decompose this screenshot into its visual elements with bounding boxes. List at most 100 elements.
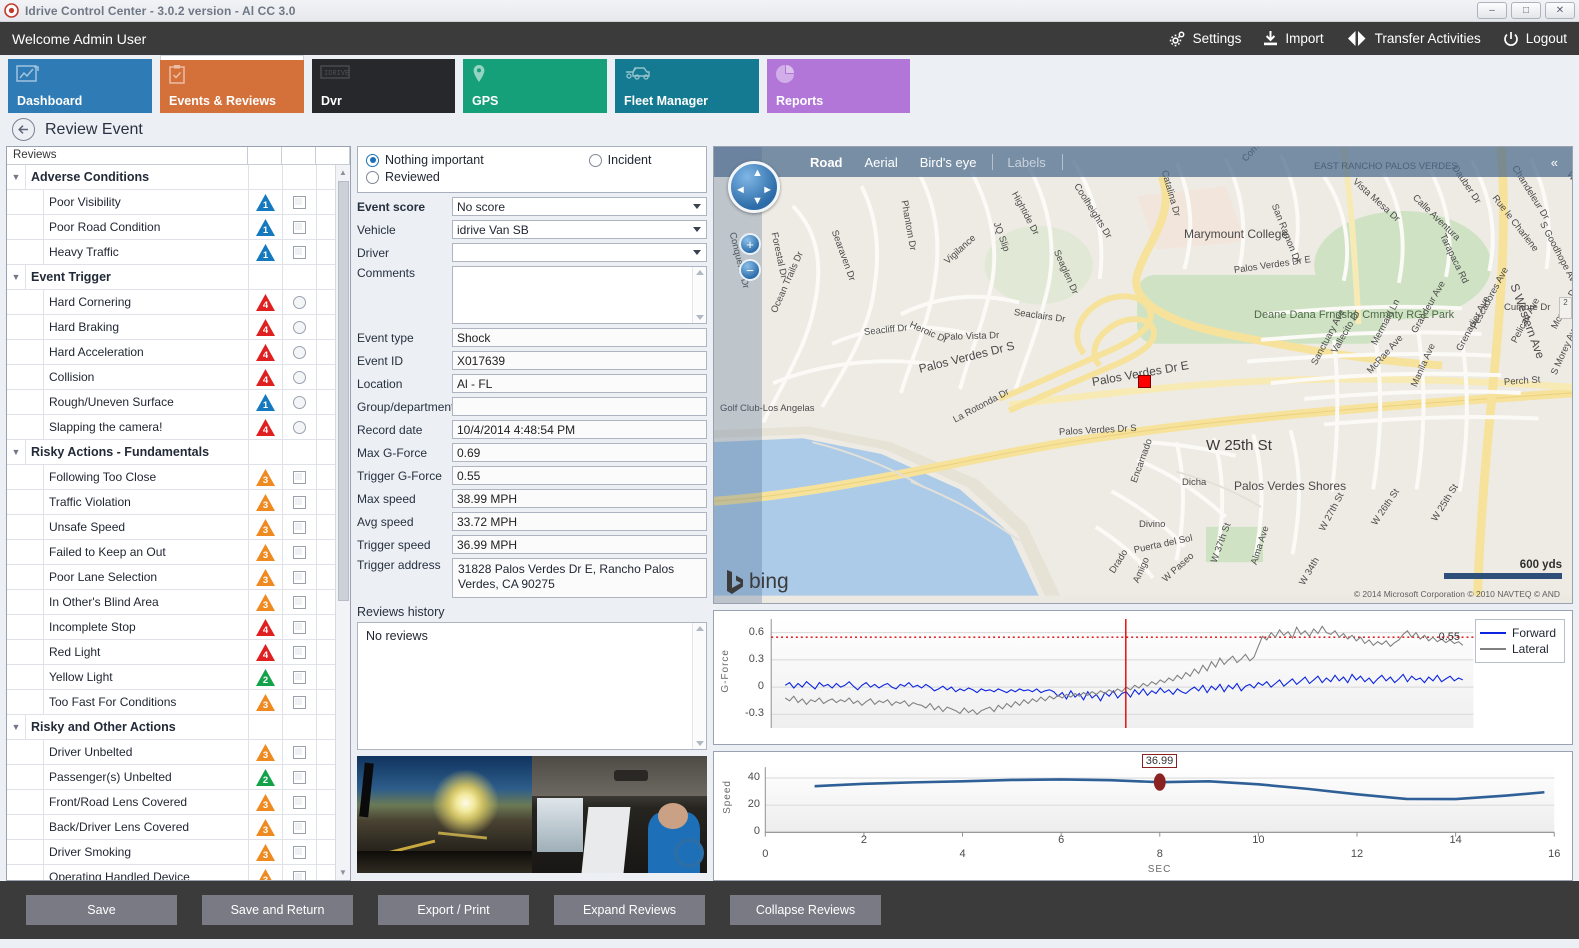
map-view-aerial[interactable]: Aerial xyxy=(864,154,898,170)
import-button[interactable]: Import xyxy=(1263,30,1324,47)
comments-scrollbar[interactable] xyxy=(692,267,706,323)
select-cell[interactable] xyxy=(282,590,316,614)
review-item-row[interactable]: Red Light 4 xyxy=(7,640,350,665)
review-item-row[interactable]: Operating Handled Device 3 xyxy=(7,865,350,880)
review-checkbox[interactable] xyxy=(293,770,306,784)
speed-chart[interactable]: Speed 40 20 0 0 2 4 6 8 10 12 14 16 36.99 SEC xyxy=(713,751,1573,881)
review-radio[interactable] xyxy=(293,320,306,334)
review-checkbox[interactable] xyxy=(293,195,306,209)
footer-button-save[interactable]: Save xyxy=(26,895,177,925)
footer-button-collapse-reviews[interactable]: Collapse Reviews xyxy=(730,895,881,925)
review-item-row[interactable]: Hard Cornering 4 xyxy=(7,290,350,315)
review-checkbox[interactable] xyxy=(293,645,306,659)
review-radio[interactable] xyxy=(293,295,306,309)
map-collapse-icon[interactable]: « xyxy=(1550,154,1558,170)
review-group-row[interactable]: ▼ Event Trigger xyxy=(7,265,350,290)
review-item-row[interactable]: Incomplete Stop 4 xyxy=(7,615,350,640)
review-item-row[interactable]: Poor Road Condition 1 xyxy=(7,215,350,240)
review-checkbox[interactable] xyxy=(293,220,306,234)
select-cell[interactable] xyxy=(282,865,316,880)
select-cell[interactable] xyxy=(282,190,316,214)
review-checkbox[interactable] xyxy=(293,670,306,684)
driver-camera-thumbnail[interactable] xyxy=(532,756,707,873)
review-item-row[interactable]: Heavy Traffic 1 xyxy=(7,240,350,265)
module-tab-dvr[interactable]: IDRIVE Dvr xyxy=(312,59,455,113)
review-group-row[interactable]: ▼ Risky and Other Actions xyxy=(7,715,350,740)
settings-button[interactable]: Settings xyxy=(1168,30,1241,48)
select-cell[interactable] xyxy=(282,465,316,489)
review-checkbox[interactable] xyxy=(293,870,306,880)
select-cell[interactable] xyxy=(282,565,316,589)
module-tab-events-reviews[interactable]: Events & Reviews xyxy=(160,55,304,113)
review-item-row[interactable]: Hard Braking 4 xyxy=(7,315,350,340)
select-cell[interactable] xyxy=(282,740,316,764)
review-item-row[interactable]: Too Fast For Conditions 3 xyxy=(7,690,350,715)
review-radio[interactable] xyxy=(293,370,306,384)
review-item-row[interactable]: Poor Visibility 1 xyxy=(7,190,350,215)
review-item-row[interactable]: Failed to Keep an Out 3 xyxy=(7,540,350,565)
module-tab-fleet-manager[interactable]: Fleet Manager xyxy=(615,59,759,113)
review-checkbox[interactable] xyxy=(293,820,306,834)
review-item-row[interactable]: Driver Unbelted 3 xyxy=(7,740,350,765)
select-cell[interactable] xyxy=(282,840,316,864)
map-zoom-out-button[interactable]: − xyxy=(739,259,761,281)
road-camera-thumbnail[interactable] xyxy=(357,756,532,873)
footer-button-expand-reviews[interactable]: Expand Reviews xyxy=(554,895,705,925)
event-location-marker[interactable] xyxy=(1138,375,1151,388)
footer-button-save-and-return[interactable]: Save and Return xyxy=(202,895,353,925)
select-cell[interactable] xyxy=(282,315,316,339)
select-cell[interactable] xyxy=(282,390,316,414)
scroll-up-icon[interactable]: ▲ xyxy=(339,168,347,177)
event-score-select[interactable]: No score xyxy=(452,197,707,216)
module-tab-gps[interactable]: GPS xyxy=(463,59,607,113)
footer-button-export-print[interactable]: Export / Print xyxy=(378,895,529,925)
radio-reviewed[interactable] xyxy=(366,170,379,184)
review-checkbox[interactable] xyxy=(293,595,306,609)
review-checkbox[interactable] xyxy=(293,695,306,709)
review-item-row[interactable]: Traffic Violation 3 xyxy=(7,490,350,515)
comments-textarea[interactable] xyxy=(452,266,707,324)
event-map[interactable]: Road Aerial Bird's eye Labels « ▲ ▼ ◄ ► … xyxy=(713,146,1573,604)
review-group-row[interactable]: ▼ Adverse Conditions xyxy=(7,165,350,190)
review-checkbox[interactable] xyxy=(293,470,306,484)
reviews-scrollbar[interactable]: ▲ ▼ xyxy=(335,165,350,880)
select-cell[interactable] xyxy=(282,690,316,714)
reviews-history-scrollbar[interactable] xyxy=(692,623,706,749)
chevron-down-icon[interactable]: ▼ xyxy=(11,272,21,282)
scroll-thumb[interactable] xyxy=(338,181,349,601)
reviews-history-box[interactable]: No reviews xyxy=(357,622,707,750)
radio-nothing-important[interactable] xyxy=(366,153,379,167)
review-item-row[interactable]: Yellow Light 2 xyxy=(7,665,350,690)
chevron-down-icon[interactable]: ▼ xyxy=(11,722,21,732)
module-tab-reports[interactable]: Reports xyxy=(767,59,910,113)
logout-button[interactable]: Logout xyxy=(1503,31,1567,47)
review-item-row[interactable]: Poor Lane Selection 3 xyxy=(7,565,350,590)
g-force-chart[interactable]: G-Force 0.6 0.3 0 -0.3 0.55 Forward Lateral xyxy=(713,610,1573,745)
review-group-row[interactable]: ▼ Risky Actions - Fundamentals xyxy=(7,440,350,465)
select-cell[interactable] xyxy=(282,790,316,814)
select-cell[interactable] xyxy=(282,515,316,539)
reviews-tree-body[interactable]: ▼ Adverse Conditions Poor Visibility 1 Poor … xyxy=(7,165,350,880)
review-item-row[interactable]: Following Too Close 3 xyxy=(7,465,350,490)
select-cell[interactable] xyxy=(282,640,316,664)
module-tab-dashboard[interactable]: Dashboard xyxy=(8,59,152,113)
review-item-row[interactable]: Passenger(s) Unbelted 2 xyxy=(7,765,350,790)
review-item-row[interactable]: Rough/Uneven Surface 1 xyxy=(7,390,350,415)
review-item-row[interactable]: Front/Road Lens Covered 3 xyxy=(7,790,350,815)
select-cell[interactable] xyxy=(282,215,316,239)
driver-select[interactable] xyxy=(452,243,707,262)
review-radio[interactable] xyxy=(293,420,306,434)
review-item-row[interactable]: Back/Driver Lens Covered 3 xyxy=(7,815,350,840)
select-cell[interactable] xyxy=(282,415,316,439)
minimize-button[interactable]: – xyxy=(1477,2,1507,19)
select-cell[interactable] xyxy=(282,365,316,389)
review-item-row[interactable]: Slapping the camera! 4 xyxy=(7,415,350,440)
review-radio[interactable] xyxy=(293,395,306,409)
scroll-down-icon[interactable]: ▼ xyxy=(339,868,347,877)
select-cell[interactable] xyxy=(282,240,316,264)
review-checkbox[interactable] xyxy=(293,745,306,759)
review-item-row[interactable]: Collision 4 xyxy=(7,365,350,390)
review-checkbox[interactable] xyxy=(293,845,306,859)
review-checkbox[interactable] xyxy=(293,795,306,809)
map-zoom-in-button[interactable]: + xyxy=(739,233,761,255)
